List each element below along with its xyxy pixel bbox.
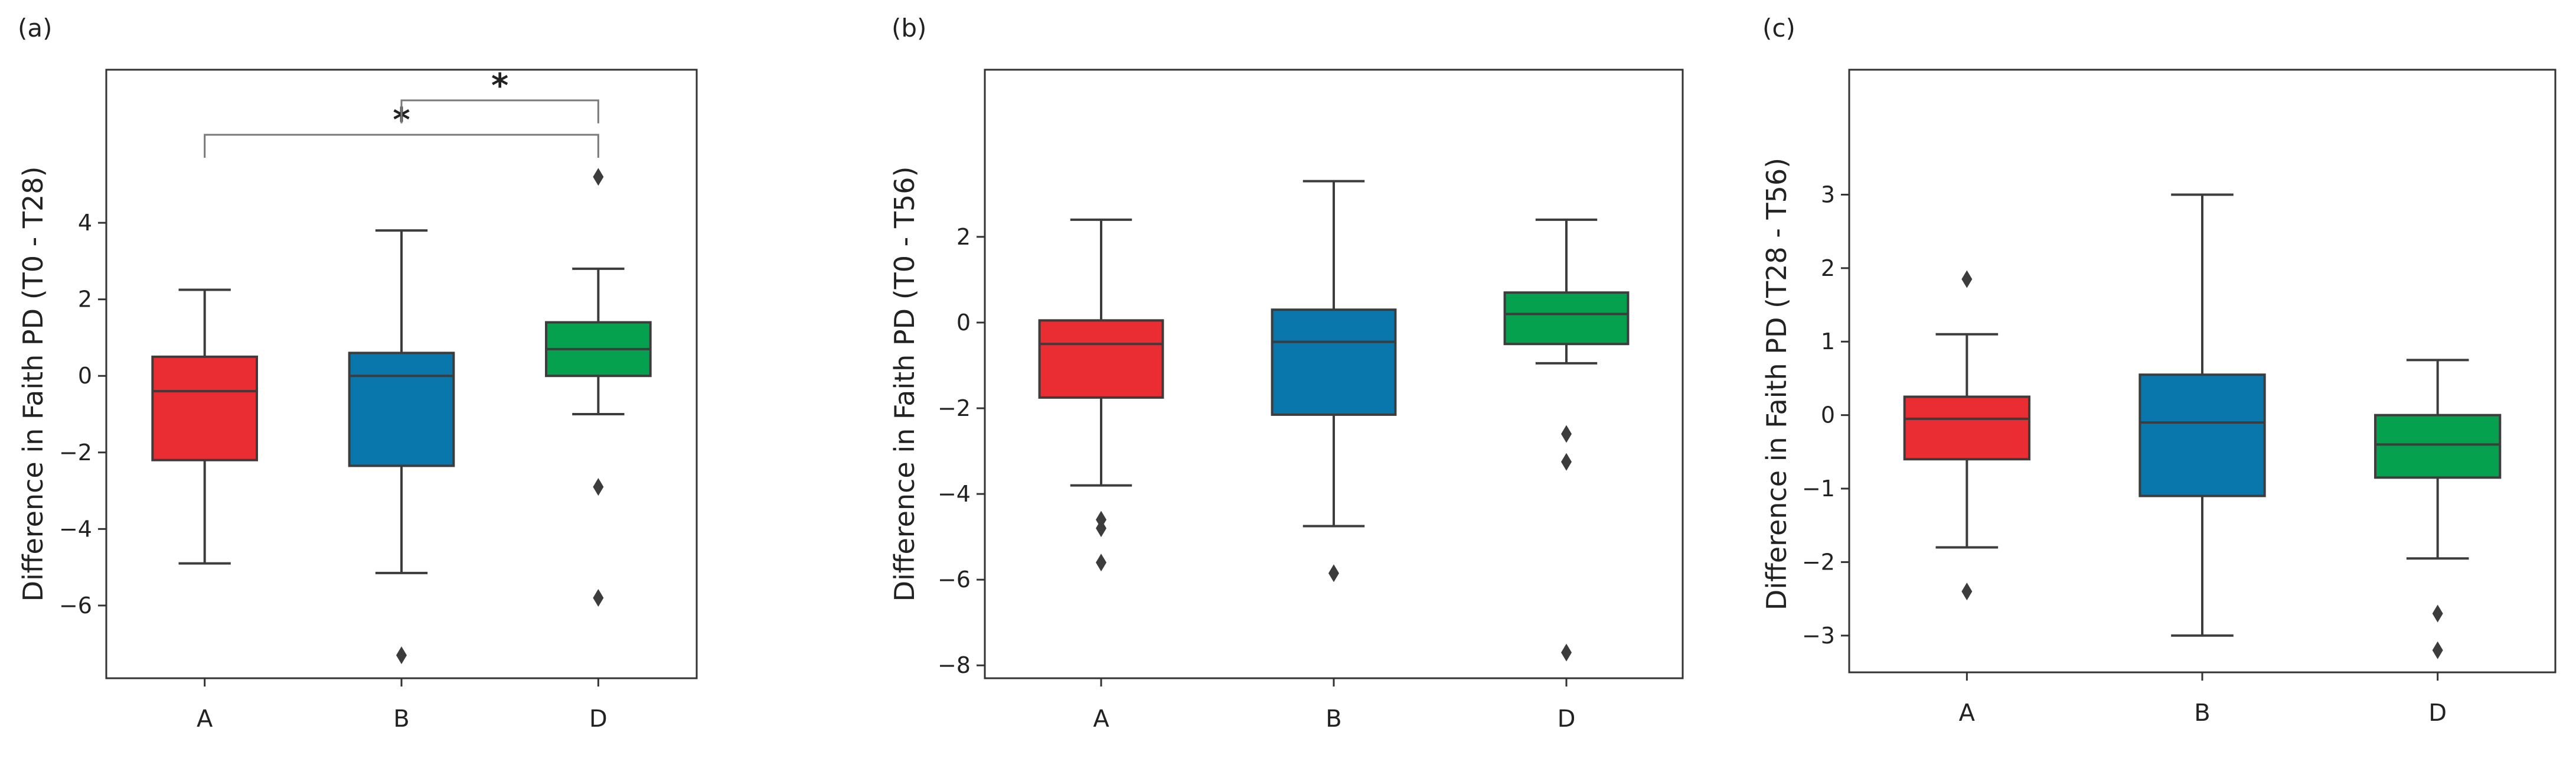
panel-b-box-a-outlier [1096, 554, 1106, 572]
panel-a-box-d-outlier [593, 168, 604, 186]
panel-a-ylabel: Difference in Faith PD (T0 - T28) [17, 167, 49, 602]
panel-b-box-d [1503, 291, 1630, 346]
panel-b-box-a [1038, 319, 1164, 399]
panel-b-ytick-label: −4 [938, 481, 971, 507]
panel-c-y-ticks: −3 −2 −1 0 1 2 3 [1802, 181, 1849, 649]
panel-c-box-d-outlier [2432, 641, 2443, 659]
panel-a-ytick-label: 2 [78, 287, 92, 313]
panel-b-box-a-outlier [1096, 519, 1106, 538]
panel-b-ytick-label: −8 [938, 652, 971, 678]
panel-b-ytick-label: −2 [938, 395, 971, 421]
panel-c-ytick-label: −2 [1802, 549, 1835, 575]
panel-a-ytick-label: −4 [59, 516, 92, 542]
panel-a-ytick-label: 0 [78, 363, 92, 389]
panel-c-ytick-label: 2 [1821, 255, 1835, 281]
panel-c-ytick-label: 1 [1821, 328, 1835, 354]
panel-b-box-d-outlier [1561, 425, 1572, 443]
panel-a-box-d-outlier [593, 588, 604, 607]
panel-b-boxes [1038, 180, 1630, 662]
panel-c-box-a-outlier [1961, 270, 1973, 288]
panel-c-box-a [1903, 395, 2030, 461]
panel-a-bracket-a-d [204, 134, 599, 158]
panel-c-ytick-label: −3 [1802, 623, 1835, 649]
panel-a-ytick-label: −2 [59, 440, 92, 466]
panel-c-box-b [2138, 373, 2266, 497]
panel-b: (b) Difference in Faith PD (T0 - T56) −8… [889, 14, 1684, 733]
panel-b-xtick-label: D [1558, 705, 1576, 733]
panel-c-label: (c) [1762, 14, 1795, 43]
panel-a-box-a [151, 355, 259, 461]
panel-b-label: (b) [892, 14, 926, 43]
panel-c-ytick-label: 0 [1821, 402, 1835, 428]
panel-a-xtick-label: B [393, 705, 409, 733]
panel-b-ytick-label: −6 [938, 567, 971, 593]
panel-b-xtick-label: B [1325, 705, 1341, 733]
panel-b-box-b-outlier [1328, 564, 1339, 583]
panel-b-ytick-label: 2 [956, 224, 971, 250]
panel-c-box-d [2374, 414, 2502, 479]
panel-a-xtick-label: D [589, 705, 608, 733]
panel-a-box-d-outlier [593, 478, 604, 496]
panel-b-box-d-outlier [1561, 453, 1572, 471]
panel-b-box-d-outlier [1561, 643, 1572, 662]
panel-b-y-ticks: −8 −6 −4 −2 0 2 [938, 224, 985, 678]
panel-c: (c) Difference in Faith PD (T28 - T56) −… [1761, 14, 2557, 727]
panel-c-box-d-outlier [2432, 604, 2443, 623]
panel-a-label: (a) [18, 14, 53, 43]
panel-c-box-a-outlier [1961, 583, 1973, 601]
panel-c-xtick-label: D [2428, 700, 2447, 727]
panel-a-xtick-label: A [197, 705, 213, 733]
panel-a-box-b [348, 352, 455, 467]
panel-b-xtick-label: A [1093, 705, 1109, 733]
panel-c-xtick-label: A [1959, 700, 1976, 727]
panel-a-y-ticks: −6 −4 −2 0 2 4 [59, 210, 106, 619]
panel-a-bracket-b-d [400, 99, 599, 123]
panel-a-ytick-label: −6 [59, 593, 92, 619]
panel-a-box-b-outlier [396, 646, 407, 665]
panel-c-ytick-label: 3 [1821, 181, 1835, 207]
panel-a-boxes [151, 168, 652, 665]
panel-c-boxes [1903, 193, 2502, 659]
panel-c-ytick-label: −1 [1802, 476, 1835, 502]
panel-a-significance-star: * [491, 67, 508, 105]
panel-b-ylabel: Difference in Faith PD (T0 - T56) [889, 167, 920, 602]
panel-c-ylabel: Difference in Faith PD (T28 - T56) [1761, 158, 1793, 610]
panel-a-ytick-label: 4 [78, 210, 92, 236]
panel-c-xtick-label: B [2194, 700, 2210, 727]
panel-a-significance: ** [204, 67, 599, 158]
panel-b-ytick-label: 0 [956, 310, 971, 336]
panel-b-box-b [1271, 308, 1397, 416]
panel-a: (a) Difference in Faith PD (T0 - T28) −6… [17, 14, 698, 733]
